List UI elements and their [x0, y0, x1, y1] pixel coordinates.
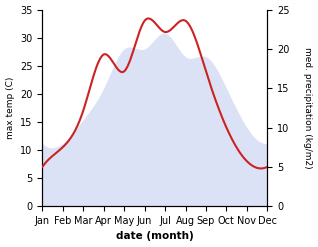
Y-axis label: max temp (C): max temp (C) — [5, 77, 15, 139]
Y-axis label: med. precipitation (kg/m2): med. precipitation (kg/m2) — [303, 47, 313, 169]
X-axis label: date (month): date (month) — [116, 231, 194, 242]
